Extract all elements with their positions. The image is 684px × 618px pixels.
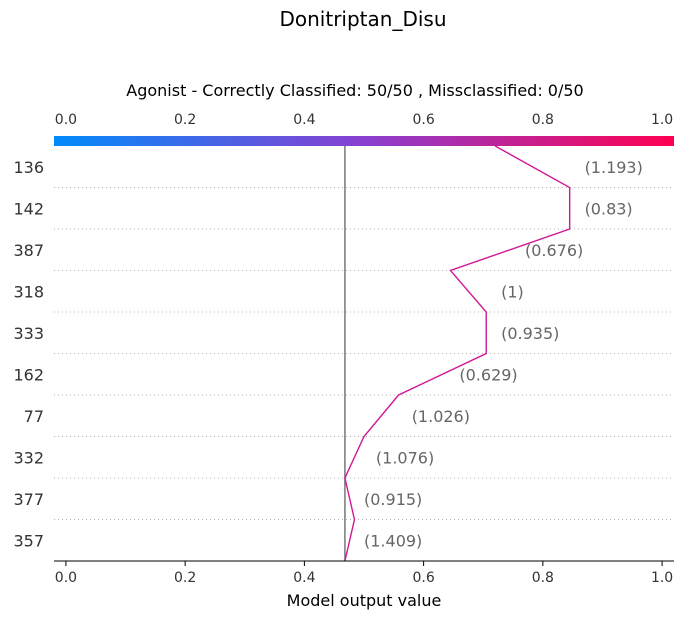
x-tick-label: 0.8 <box>532 570 554 586</box>
x-axis-label: Model output value <box>287 591 442 610</box>
x-tick-label: 0.2 <box>174 570 196 586</box>
colorbar-tick-label: 0.8 <box>532 112 554 128</box>
feature-value-annotation: (1.193) <box>585 158 643 177</box>
feature-label: 333 <box>13 324 44 343</box>
feature-value-annotation: (1.076) <box>376 448 434 467</box>
colorbar-tick-label: 0.6 <box>412 112 434 128</box>
feature-labels: 136 142 387 318 333 162 77 332 377 357 <box>13 158 44 551</box>
colorbar-tick-label: 1.0 <box>651 112 673 128</box>
feature-value-annotation: (0.915) <box>364 490 422 509</box>
chart-subtitle: Agonist - Correctly Classified: 50/50 , … <box>126 81 583 100</box>
decision-path <box>344 145 571 562</box>
feature-label: 377 <box>13 490 44 509</box>
feature-label: 332 <box>13 448 44 467</box>
feature-label: 162 <box>13 365 44 384</box>
feature-value-annotation: (0.935) <box>501 324 559 343</box>
feature-value-annotations: (1.193) (0.83) (0.676) (1) (0.935) (0.629) (1.… <box>364 158 643 551</box>
x-tick-label: 0.0 <box>55 570 77 586</box>
x-tick-label: 1.0 <box>651 570 673 586</box>
x-axis-ticks: 0.0 0.2 0.4 0.6 0.8 1.0 <box>55 561 673 586</box>
x-tick-label: 0.4 <box>293 570 315 586</box>
colorbar-tick-label: 0.2 <box>174 112 196 128</box>
feature-label: 77 <box>24 407 44 426</box>
feature-value-annotation: (1.409) <box>364 531 422 550</box>
colorbar-tick-label: 0.4 <box>293 112 315 128</box>
x-tick-label: 0.6 <box>412 570 434 586</box>
chart-title: Donitriptan_Disu <box>279 7 446 31</box>
colorbar-tick-label: 0.0 <box>55 112 77 128</box>
colorbar-tick-labels: 0.0 0.2 0.4 0.6 0.8 1.0 <box>55 112 673 128</box>
feature-value-annotation: (1) <box>501 282 524 301</box>
row-separators <box>54 187 674 520</box>
feature-label: 142 <box>13 199 44 218</box>
feature-label: 318 <box>13 282 44 301</box>
feature-value-annotation: (1.026) <box>412 407 470 426</box>
feature-label: 357 <box>13 531 44 550</box>
feature-label: 387 <box>13 241 44 260</box>
feature-value-annotation: (0.676) <box>525 241 583 260</box>
feature-label: 136 <box>13 158 44 177</box>
feature-value-annotation: (0.83) <box>585 199 633 218</box>
colorbar <box>54 136 674 146</box>
feature-value-annotation: (0.629) <box>459 365 517 384</box>
